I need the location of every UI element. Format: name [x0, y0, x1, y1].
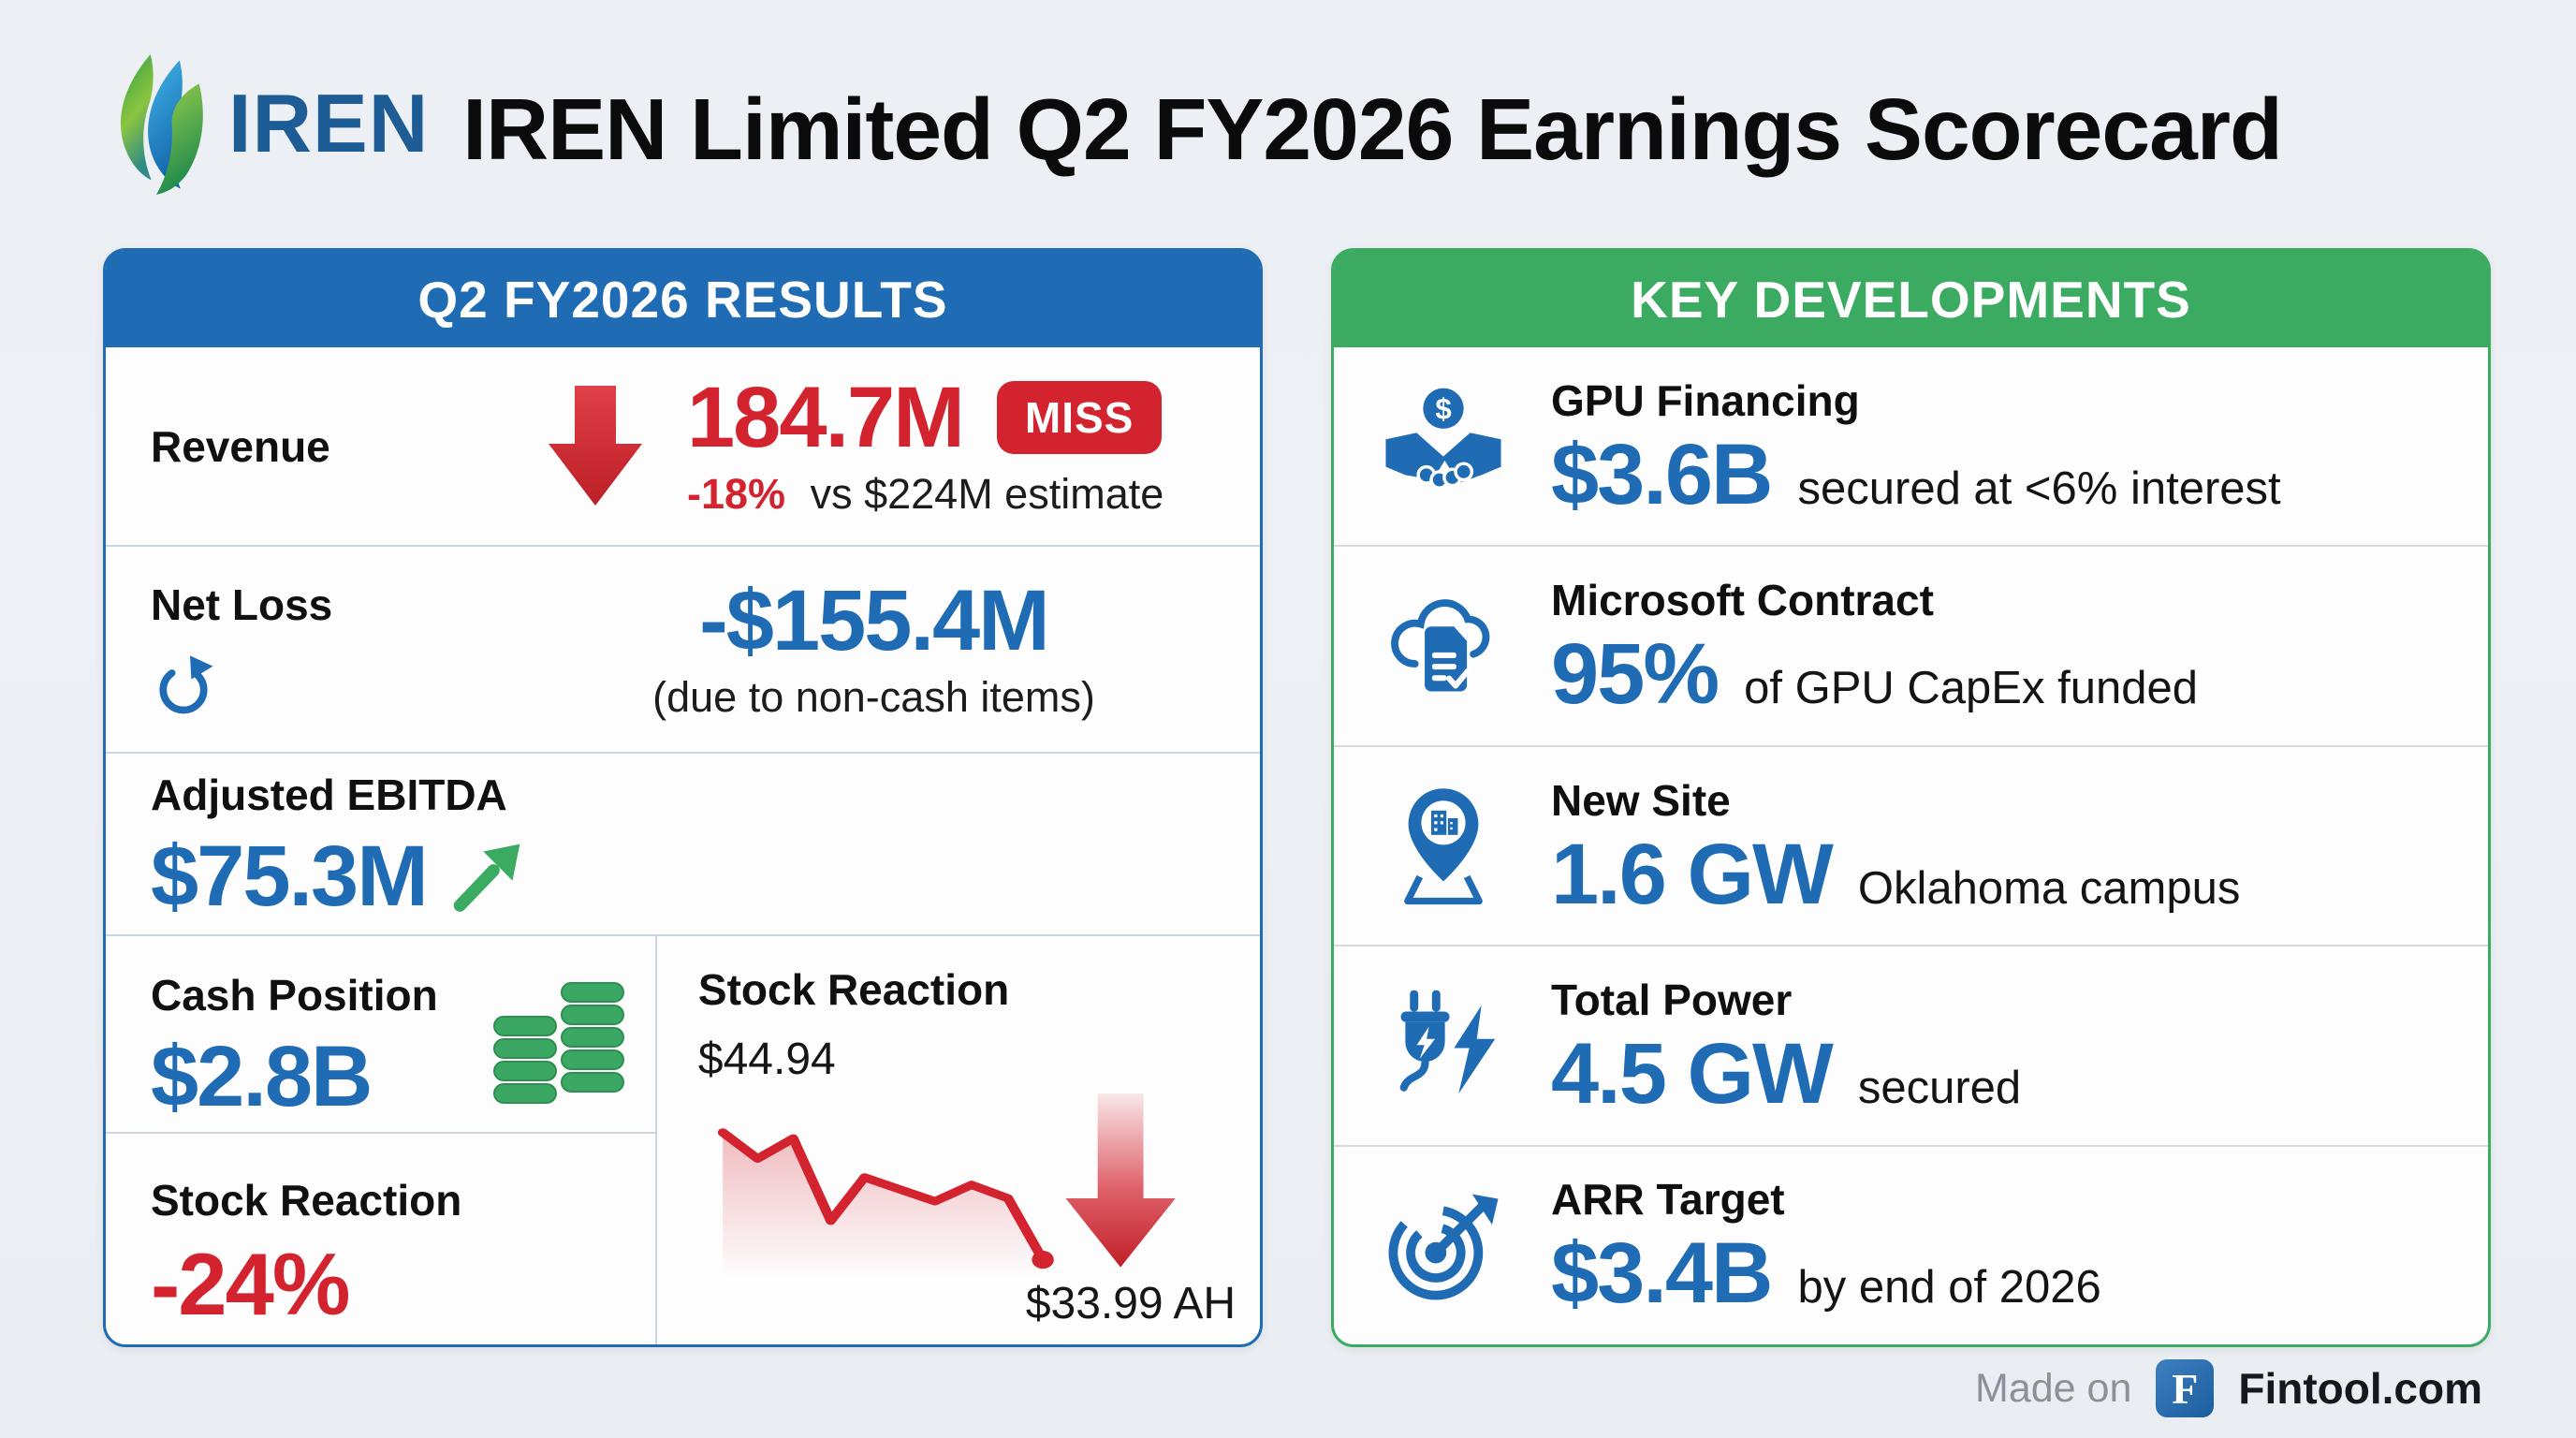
gpu-financing-value: $3.6B — [1551, 426, 1773, 522]
page-header: IREN IREN Limited Q2 FY2026 Earnings Sco… — [0, 45, 2576, 213]
revenue-value: 184.7M — [687, 369, 965, 465]
revenue-row: Revenue 184.7M MISS -18% vs $224M estima… — [106, 347, 1260, 547]
gpu-financing-row: $ GPU Financing $3.6B secured at <6% int… — [1334, 347, 2488, 548]
footer-attribution: Made on F Fintool.com — [1975, 1359, 2482, 1417]
developments-panel-body: $ GPU Financing $3.6B secured at <6% int… — [1334, 347, 2488, 1344]
cash-position-value: $2.8B — [151, 1029, 373, 1124]
total-power-row: Total Power 4.5 GW secured — [1334, 946, 2488, 1147]
new-site-value: 1.6 GW — [1551, 826, 1834, 922]
developments-panel-header: KEY DEVELOPMENTS — [1334, 251, 2488, 347]
arr-target-row: ARR Target $3.4B by end of 2026 — [1334, 1147, 2488, 1344]
net-loss-note: (due to non-cash items) — [652, 672, 1095, 721]
ebitda-block: Adjusted EBITDA $75.3M — [106, 770, 524, 919]
net-loss-value-block: -$155.4M (due to non-cash items) — [544, 578, 1204, 722]
developments-panel: KEY DEVELOPMENTS $ GPU Financing $3.6B s… — [1331, 248, 2491, 1347]
fintool-logo-icon: F — [2156, 1359, 2215, 1417]
stock-chart-end-price: $33.99 AH — [1025, 1279, 1236, 1328]
net-loss-row: Net Loss -$155.4M (due to non-cash items… — [106, 547, 1260, 754]
net-loss-label-block: Net Loss — [106, 580, 544, 720]
net-loss-value: -$155.4M — [699, 572, 1050, 668]
location-pin-icon — [1404, 787, 1483, 904]
iren-flame-icon — [120, 54, 203, 195]
down-arrow-icon — [549, 385, 642, 506]
results-panel-body: Revenue 184.7M MISS -18% vs $224M estima… — [106, 347, 1260, 1344]
target-icon — [1388, 1194, 1499, 1300]
total-power-desc: secured — [1857, 1062, 2022, 1113]
microsoft-contract-desc: of GPU CapEx funded — [1744, 663, 2198, 714]
microsoft-contract-row: Microsoft Contract 95% of GPU CapEx fund… — [1334, 547, 2488, 747]
cloud-contract-icon — [1391, 599, 1490, 692]
refresh-icon — [159, 654, 213, 713]
cash-position-label: Cash Position — [151, 971, 438, 1020]
arr-target-desc: by end of 2026 — [1797, 1262, 2101, 1313]
microsoft-contract-value: 95% — [1551, 626, 1720, 723]
ebitda-label: Adjusted EBITDA — [151, 770, 507, 819]
new-site-title: New Site — [1551, 775, 1731, 825]
fintool-brand: Fintool.com — [2238, 1364, 2482, 1413]
microsoft-contract-text: Microsoft Contract 95% of GPU CapEx fund… — [1551, 575, 2198, 717]
arr-target-value: $3.4B — [1551, 1225, 1773, 1322]
revenue-value-group: 184.7M MISS -18% vs $224M estimate — [549, 373, 1164, 521]
stock-price-line-chart — [717, 1093, 1176, 1278]
stock-reaction-pct-value: -24% — [151, 1235, 350, 1334]
gpu-financing-title: GPU Financing — [1551, 375, 1860, 425]
gpu-financing-desc: secured at <6% interest — [1797, 462, 2281, 514]
results-panel: Q2 FY2026 RESULTS Revenue 184.7M MISS -1… — [103, 248, 1263, 1347]
new-site-desc: Oklahoma campus — [1857, 862, 2241, 914]
stock-chart-title: Stock Reaction — [697, 965, 1010, 1014]
iren-logo: IREN — [103, 51, 429, 197]
stock-reaction-pct-label: Stock Reaction — [151, 1176, 462, 1225]
total-power-value: 4.5 GW — [1551, 1025, 1834, 1122]
revenue-label: Revenue — [151, 421, 330, 471]
results-panel-header: Q2 FY2026 RESULTS — [106, 251, 1260, 347]
total-power-text: Total Power 4.5 GW secured — [1551, 975, 2021, 1117]
cash-column: Cash Position $2.8B — [106, 936, 657, 1344]
arr-target-title: ARR Target — [1551, 1175, 1785, 1225]
microsoft-contract-title: Microsoft Contract — [1551, 576, 1934, 625]
stock-chart-start-price: $44.94 — [697, 1034, 836, 1084]
arr-target-text: ARR Target $3.4B by end of 2026 — [1551, 1174, 2101, 1316]
total-power-title: Total Power — [1551, 975, 1793, 1024]
revenue-estimate-text: vs $224M estimate — [810, 469, 1164, 518]
up-trend-arrow-icon — [453, 844, 520, 912]
results-bottom-section: Cash Position $2.8B — [106, 936, 1260, 1344]
stock-chart-cell: Stock Reaction $44.94 — [657, 936, 1260, 1344]
page-title: IREN Limited Q2 FY2026 Earnings Scorecar… — [462, 80, 2283, 178]
made-on-label: Made on — [1975, 1365, 2132, 1411]
revenue-delta: -18% — [687, 469, 786, 518]
net-loss-label: Net Loss — [151, 580, 333, 629]
revenue-estimate-line: -18% vs $224M estimate — [687, 470, 1164, 519]
iren-wordmark: IREN — [228, 77, 430, 169]
new-site-text: New Site 1.6 GW Oklahoma campus — [1551, 775, 2240, 917]
cash-position-cell: Cash Position $2.8B — [106, 936, 655, 1135]
svg-text:$: $ — [1435, 392, 1451, 425]
dollar-handshake-icon: $ — [1385, 388, 1501, 490]
stock-reaction-pct-cell: Stock Reaction -24% — [106, 1134, 655, 1344]
miss-badge: MISS — [996, 380, 1163, 454]
coin-stacks-icon — [492, 982, 624, 1104]
gpu-financing-text: GPU Financing $3.6B secured at <6% inter… — [1551, 375, 2281, 518]
ebitda-value: $75.3M — [151, 828, 429, 924]
ebitda-row: Adjusted EBITDA $75.3M — [106, 754, 1260, 936]
revenue-value-block: 184.7M MISS -18% vs $224M estimate — [687, 374, 1164, 519]
power-plug-icon — [1399, 990, 1496, 1094]
new-site-row: New Site 1.6 GW Oklahoma campus — [1334, 747, 2488, 947]
